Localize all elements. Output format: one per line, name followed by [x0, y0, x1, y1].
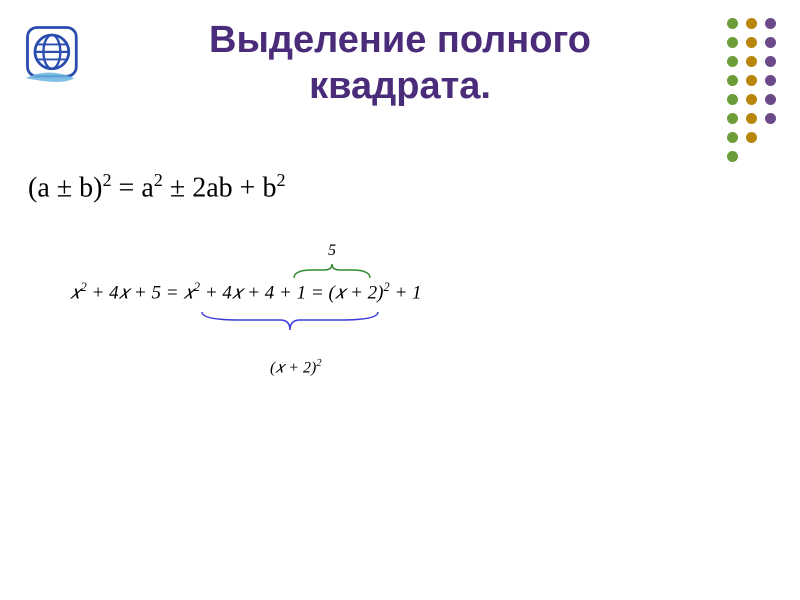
- dot: [727, 37, 738, 48]
- dot-column: [727, 18, 738, 162]
- dot: [727, 113, 738, 124]
- dot: [746, 113, 757, 124]
- dot: [765, 18, 776, 29]
- title-line-1: Выделение полного: [0, 18, 800, 64]
- dot: [727, 151, 738, 162]
- dot: [765, 75, 776, 86]
- dot: [727, 56, 738, 67]
- dot: [765, 113, 776, 124]
- dot: [727, 18, 738, 29]
- example-equation: 𝑥2 + 4𝑥 + 5 = 𝑥2 + 4𝑥 + 4 + 1 = (𝑥 + 2)2…: [70, 280, 650, 304]
- brace-top-icon: [292, 262, 372, 280]
- example-block: 5 𝑥2 + 4𝑥 + 5 = 𝑥2 + 4𝑥 + 4 + 1 = (𝑥 + 2…: [70, 280, 650, 304]
- slide-title: Выделение полного квадрата.: [0, 0, 800, 109]
- annotation-bottom: (𝑥 + 2)2: [270, 358, 322, 377]
- dot: [746, 75, 757, 86]
- dot: [765, 56, 776, 67]
- dot: [746, 56, 757, 67]
- dot: [746, 94, 757, 105]
- dot: [765, 94, 776, 105]
- identity-formula: (a ± b)2 = a2 ± 2ab + b2: [28, 170, 286, 204]
- logo: [20, 20, 95, 95]
- dot-column: [746, 18, 757, 162]
- dot: [746, 132, 757, 143]
- dot-column: [765, 18, 776, 162]
- decorative-dots: [727, 18, 776, 162]
- brace-bottom-icon: [200, 310, 380, 332]
- dot: [765, 37, 776, 48]
- dot: [746, 37, 757, 48]
- dot: [727, 94, 738, 105]
- slide: Выделение полного квадрата. (a ± b)2 = a…: [0, 0, 800, 600]
- dot: [727, 132, 738, 143]
- dot: [727, 75, 738, 86]
- title-line-2: квадрата.: [0, 64, 800, 110]
- annotation-top: 5: [328, 242, 336, 260]
- dot: [746, 18, 757, 29]
